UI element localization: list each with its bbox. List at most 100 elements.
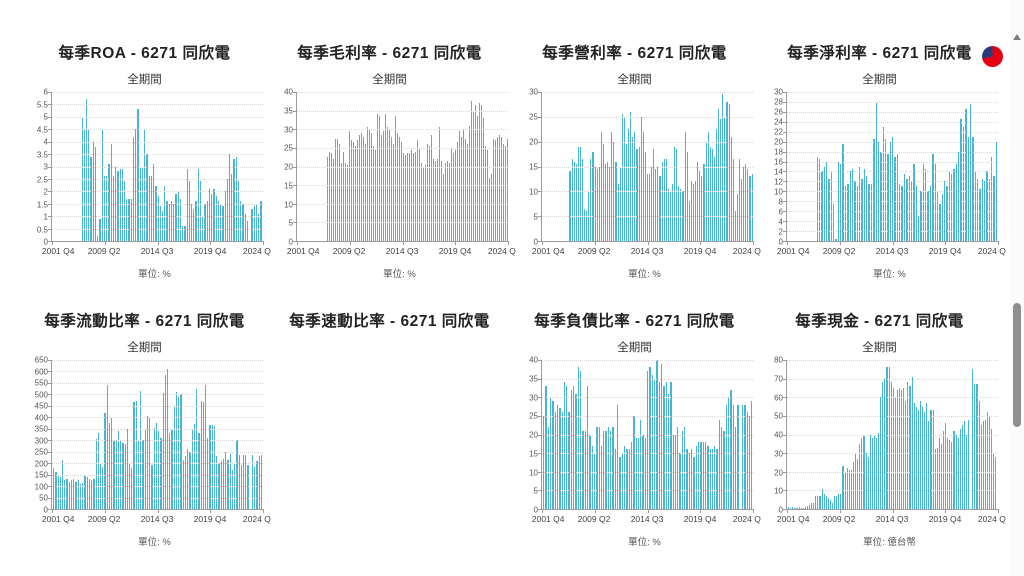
gridline [787,397,998,399]
bar [806,506,808,509]
gridline [297,110,508,112]
gridline [542,453,753,455]
plot-area[interactable] [538,360,754,513]
bar [254,466,256,509]
bar [866,176,868,241]
bar [570,389,573,509]
scroll-up-arrow-icon[interactable] [1013,34,1021,40]
y-tick-mark [538,415,542,417]
bar [184,456,187,509]
bar [213,188,215,241]
y-tick-mark [48,474,52,476]
bar [915,406,917,509]
bar [868,183,870,241]
bar [653,149,655,241]
y-tick-label: 20 [529,137,538,147]
bar [191,428,193,509]
y-tick-mark [48,405,52,407]
scrollbar-thumb[interactable] [1013,303,1021,427]
y-tick-mark [538,490,542,492]
bar [217,201,220,241]
bar [392,144,394,241]
plot-area[interactable] [538,92,754,245]
plot-area[interactable] [783,92,999,245]
x-tick-label: 2014 Q3 [875,514,909,524]
y-tick-label: 30 [774,449,783,459]
bar [932,154,934,241]
bar [929,186,932,241]
bar [928,421,930,509]
bar [896,389,899,509]
bar [679,453,681,509]
gridline [787,111,998,113]
plot-area[interactable] [48,92,264,245]
y-tick-mark [783,509,787,510]
bar [400,142,402,241]
x-tick-label: 2001 Q4 [41,514,75,524]
bar [211,425,213,509]
y-axis: 80 70 60 50 40 30 20 10 0 [761,356,786,515]
bar [871,438,873,509]
bar [993,453,995,509]
bar [623,445,626,509]
bar [328,151,330,241]
bar [376,114,378,241]
bar [899,183,901,241]
bar [356,140,358,241]
bar [711,449,714,509]
bar [892,387,894,509]
x-tick-label: 2019 Q4 [928,514,962,524]
plot-area[interactable] [48,360,264,513]
bar [240,465,242,509]
plot-area[interactable] [293,92,509,245]
y-tick-mark [48,360,52,361]
bar [173,405,175,509]
bar [707,445,709,509]
bar [658,382,660,509]
y-tick-mark [538,509,542,510]
y-tick-label: 2 [778,227,783,237]
bar [715,129,718,241]
gridline [787,101,998,103]
bar [73,479,75,509]
gridline [542,166,753,168]
bar [246,221,249,241]
bar [751,400,753,509]
y-tick-mark [48,440,52,442]
bar [175,392,178,509]
scrollbar[interactable] [1010,0,1024,576]
bar [175,193,177,241]
x-tick-mark [945,241,947,245]
unit-label: 單位: % [628,537,661,548]
y-tick-label: 8 [778,197,783,207]
x-tick-label: 2019 Q4 [683,514,717,524]
bar [974,384,976,509]
y-tick-mark [48,394,52,396]
x-tick-mark [52,509,53,513]
bar [424,164,426,241]
bar [344,162,346,241]
gridline [52,474,263,476]
x-tick-label: 2019 Q4 [683,246,717,256]
bar [110,144,112,241]
bar [660,363,663,509]
bar [849,171,851,241]
bar [406,153,408,241]
bar [374,149,376,241]
gridline [542,434,753,436]
bar [790,508,792,509]
y-tick-mark [783,92,787,93]
bar [126,428,129,509]
y-tick-label: 6 [43,87,48,97]
y-tick-mark [783,360,787,361]
chart-title: 每季負債比率 - 6271 同欣電 [534,313,735,330]
y-tick-label: 10 [284,200,293,209]
x-tick-mark [892,509,894,513]
bar [638,146,640,241]
plot-area[interactable] [783,360,999,513]
bar [940,443,942,509]
y-tick-label: 16 [774,157,783,167]
bar [882,126,884,241]
x-tick-label: 2001 Q4 [41,246,75,256]
bar [500,136,502,241]
